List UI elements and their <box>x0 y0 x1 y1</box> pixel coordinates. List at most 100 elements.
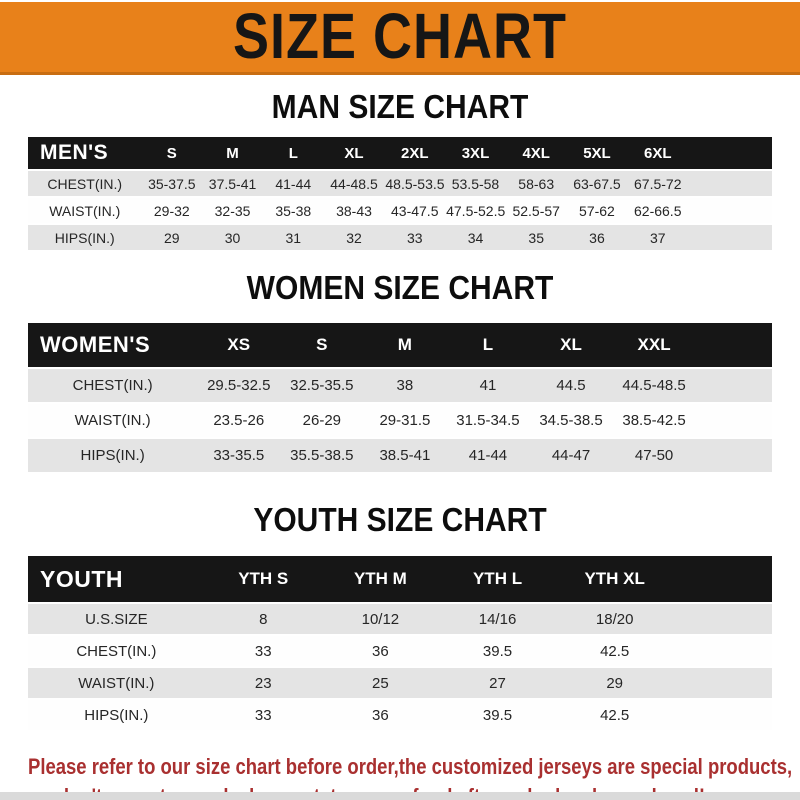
man-section-heading: MAN SIZE CHART <box>271 89 529 126</box>
row-spacer-cell <box>688 197 772 225</box>
banner: SIZE CHART <box>0 2 800 75</box>
row-spacer-cell <box>673 699 772 732</box>
measurement-row: WAIST(IN.) 23.5-26 26-29 29-31.5 31.5-34.5 34… <box>28 403 772 439</box>
size-column-header: 2XL <box>384 137 446 171</box>
size-column-header: XXL <box>612 323 696 369</box>
size-value-cell: 44-47 <box>529 438 613 474</box>
measurement-row: U.S.SIZE 8 10/12 14/16 18/20 <box>28 603 772 636</box>
measurement-row-label: HIPS(IN.) <box>28 438 198 474</box>
size-value-cell: 35 <box>505 224 567 252</box>
size-value-cell: 44.5-48.5 <box>612 368 696 404</box>
header-spacer-cell <box>695 323 772 369</box>
row-spacer-cell <box>695 403 772 439</box>
size-value-cell: 47.5-52.5 <box>445 197 506 225</box>
size-value-cell: 14/16 <box>438 603 557 636</box>
size-value-cell: 38.5-42.5 <box>612 403 696 439</box>
header-spacer-cell <box>673 556 772 604</box>
table-group-label: MEN'S <box>28 137 142 171</box>
measurement-row-label: WAIST(IN.) <box>28 403 198 439</box>
size-column-header: 5XL <box>566 137 628 171</box>
measurement-row-label: CHEST(IN.) <box>28 170 142 198</box>
size-value-cell: 35-38 <box>262 197 324 225</box>
size-column-header: YTH S <box>204 556 322 604</box>
youth-size-section: YOUTH SIZE CHART YOUTH YTH S YTH M YTH L YTH… <box>0 474 800 732</box>
disclaimer-line-1: Please refer to our size chart before or… <box>28 754 793 779</box>
size-value-cell: 36 <box>321 635 439 668</box>
measurement-row: CHEST(IN.) 29.5-32.5 32.5-35.5 38 41 44.5 44.5… <box>28 368 772 404</box>
size-value-cell: 67.5-72 <box>627 170 689 198</box>
size-column-header: L <box>262 137 324 171</box>
size-value-cell: 47-50 <box>612 438 696 474</box>
size-column-header: YTH XL <box>556 556 674 604</box>
row-spacer-cell <box>673 635 772 668</box>
man-size-table: MEN'S S M L XL 2XL 3XL 4XL 5XL 6XL CHEST(IN.) 35-37… <box>28 137 772 252</box>
bottom-edge-strip <box>0 792 800 800</box>
header-spacer-cell <box>688 137 772 171</box>
size-value-cell: 23 <box>204 667 322 700</box>
table-header-row: WOMEN'S XS S M L XL XXL <box>28 323 772 369</box>
size-value-cell: 62-66.5 <box>627 197 689 225</box>
size-value-cell: 44-48.5 <box>323 170 385 198</box>
size-value-cell: 31.5-34.5 <box>446 403 530 439</box>
size-column-header: XS <box>197 323 281 369</box>
size-value-cell: 52.5-57 <box>505 197 567 225</box>
size-value-cell: 41 <box>446 368 530 404</box>
measurement-row-label: U.S.SIZE <box>28 603 205 636</box>
measurement-row-label: HIPS(IN.) <box>28 699 205 732</box>
measurement-row-label: HIPS(IN.) <box>28 224 142 252</box>
size-value-cell: 29.5-32.5 <box>197 368 281 404</box>
size-value-cell: 23.5-26 <box>197 403 281 439</box>
table-header-row: YOUTH YTH S YTH M YTH L YTH XL <box>28 556 772 604</box>
size-value-cell: 33-35.5 <box>197 438 281 474</box>
size-value-cell: 37 <box>627 224 689 252</box>
measurement-row: WAIST(IN.) 29-32 32-35 35-38 38-43 43-47.5 47.… <box>28 197 772 225</box>
measurement-row-label: WAIST(IN.) <box>28 197 142 225</box>
table-header-row: MEN'S S M L XL 2XL 3XL 4XL 5XL 6XL <box>28 137 772 171</box>
size-column-header: YTH M <box>321 556 439 604</box>
size-value-cell: 26-29 <box>280 403 364 439</box>
size-value-cell: 38-43 <box>323 197 385 225</box>
size-value-cell: 44.5 <box>529 368 613 404</box>
size-value-cell: 41-44 <box>262 170 324 198</box>
size-value-cell: 29-32 <box>141 197 203 225</box>
size-column-header: XL <box>323 137 385 171</box>
size-value-cell: 42.5 <box>556 699 674 732</box>
size-value-cell: 18/20 <box>556 603 674 636</box>
size-column-header: 3XL <box>445 137 506 171</box>
size-value-cell: 35-37.5 <box>141 170 203 198</box>
size-value-cell: 32-35 <box>202 197 263 225</box>
size-value-cell: 48.5-53.5 <box>384 170 446 198</box>
size-value-cell: 63-67.5 <box>566 170 628 198</box>
table-group-label: WOMEN'S <box>28 323 198 369</box>
measurement-row-label: WAIST(IN.) <box>28 667 205 700</box>
size-value-cell: 42.5 <box>556 635 674 668</box>
row-spacer-cell <box>688 224 772 252</box>
size-column-header: YTH L <box>438 556 557 604</box>
measurement-row: CHEST(IN.) 33 36 39.5 42.5 <box>28 635 772 668</box>
size-column-header: L <box>446 323 530 369</box>
size-column-header: M <box>363 323 447 369</box>
size-value-cell: 25 <box>321 667 439 700</box>
size-value-cell: 38.5-41 <box>363 438 447 474</box>
size-value-cell: 29-31.5 <box>363 403 447 439</box>
size-value-cell: 36 <box>566 224 628 252</box>
measurement-row-label: CHEST(IN.) <box>28 368 198 404</box>
row-spacer-cell <box>673 667 772 700</box>
row-spacer-cell <box>673 603 772 636</box>
size-value-cell: 29 <box>556 667 674 700</box>
youth-section-heading: YOUTH SIZE CHART <box>253 502 547 539</box>
measurement-row: CHEST(IN.) 35-37.5 37.5-41 41-44 44-48.5 48.5… <box>28 170 772 198</box>
size-value-cell: 32.5-35.5 <box>280 368 364 404</box>
size-value-cell: 29 <box>141 224 203 252</box>
size-value-cell: 41-44 <box>446 438 530 474</box>
size-value-cell: 33 <box>204 635 322 668</box>
size-value-cell: 38 <box>363 368 447 404</box>
size-value-cell: 27 <box>438 667 557 700</box>
size-value-cell: 10/12 <box>321 603 439 636</box>
women-size-section: WOMEN SIZE CHART WOMEN'S XS S M L XL XXL CHEST(… <box>0 252 800 474</box>
disclaimer: Please refer to our size chart before or… <box>0 732 800 800</box>
measurement-row: WAIST(IN.) 23 25 27 29 <box>28 667 772 700</box>
size-value-cell: 39.5 <box>438 635 557 668</box>
page-title: SIZE CHART <box>233 1 567 73</box>
